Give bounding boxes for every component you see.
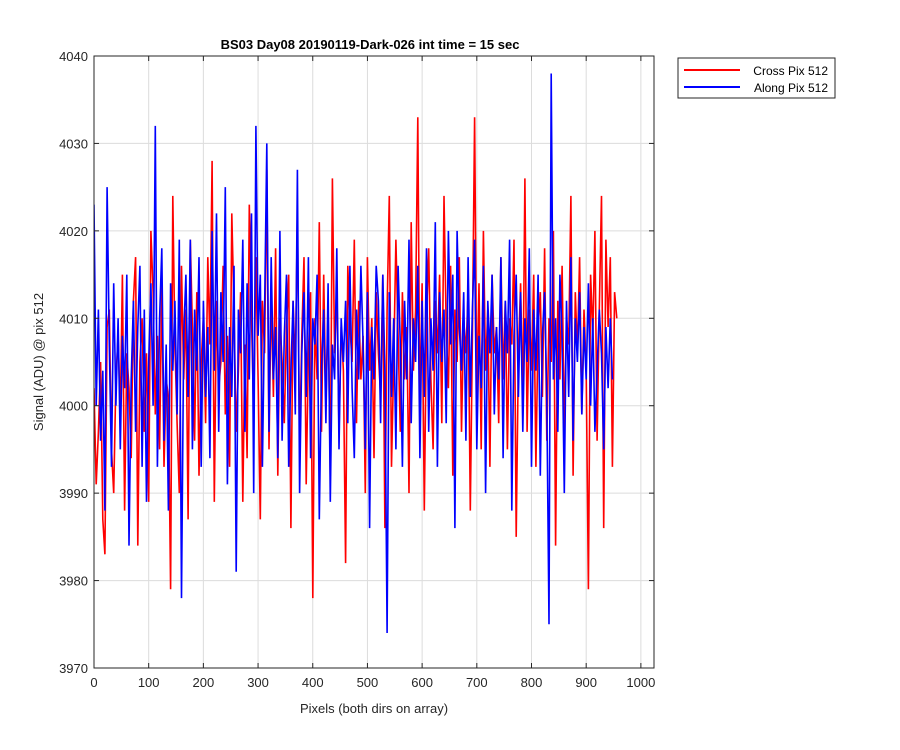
- y-tick-label: 4030: [59, 136, 88, 151]
- y-tick-label: 4040: [59, 49, 88, 64]
- x-tick-label: 900: [575, 675, 597, 690]
- y-tick-label: 4000: [59, 399, 88, 414]
- x-tick-label: 700: [466, 675, 488, 690]
- y-tick-label: 4020: [59, 224, 88, 239]
- legend-box: [677, 57, 836, 99]
- axes-box: [93, 55, 655, 669]
- y-tick-label: 4010: [59, 311, 88, 326]
- y-tick-label: 3970: [59, 661, 88, 676]
- x-tick-label: 500: [357, 675, 379, 690]
- axes: [93, 55, 655, 669]
- x-tick-label: 400: [302, 675, 324, 690]
- x-tick-label: 800: [521, 675, 543, 690]
- y-tick-label: 3990: [59, 486, 88, 501]
- legend: Cross Pix 512 Along Pix 512: [677, 57, 836, 99]
- x-axis-label: Pixels (both dirs on array): [300, 701, 448, 716]
- y-axis-label: Signal (ADU) @ pix 512: [31, 293, 46, 431]
- x-tick-label: 600: [411, 675, 433, 690]
- legend-label-cross: Cross Pix 512: [753, 64, 828, 78]
- tick-labels: 0 100 200 300 400 500 600 700 800 900 1000 3970 3980…: [59, 49, 655, 690]
- y-tick-label: 3980: [59, 574, 88, 589]
- x-tick-label: 200: [193, 675, 215, 690]
- plot-area: [94, 73, 618, 634]
- x-tick-label: 100: [138, 675, 160, 690]
- x-tick-label: 1000: [626, 675, 655, 690]
- legend-label-along: Along Pix 512: [754, 81, 828, 95]
- x-tick-label: 300: [247, 675, 269, 690]
- chart-title: BS03 Day08 20190119-Dark-026 int time = …: [221, 37, 520, 52]
- x-tick-label: 0: [90, 675, 97, 690]
- series-line-along-pix-512: [94, 73, 614, 634]
